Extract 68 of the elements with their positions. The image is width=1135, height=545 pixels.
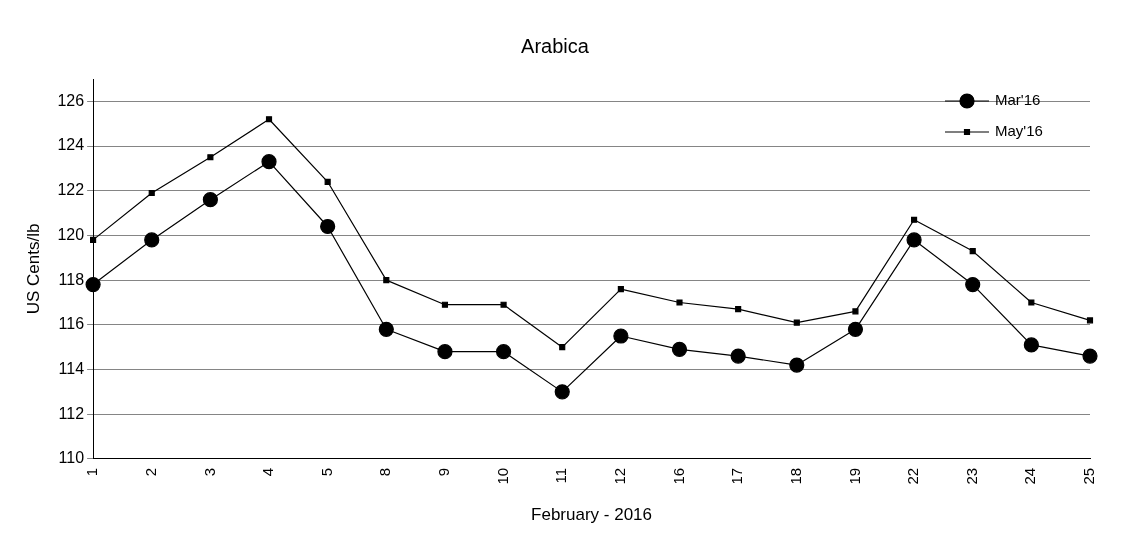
y-tick-label: 120 xyxy=(57,225,85,243)
y-tick-label: 118 xyxy=(58,270,85,288)
x-tick-label: 4 xyxy=(259,467,277,477)
point xyxy=(437,344,453,360)
point xyxy=(617,286,624,293)
x-tick-label: 11 xyxy=(552,467,570,484)
point xyxy=(148,189,155,197)
point xyxy=(789,357,805,373)
point xyxy=(613,328,629,344)
x-tick-label: 18 xyxy=(786,467,804,485)
x-tick-label: 8 xyxy=(376,467,394,477)
x-tick-label: 25 xyxy=(1080,467,1098,485)
point xyxy=(559,344,566,351)
x-tick-label: 19 xyxy=(845,467,863,485)
point xyxy=(1028,299,1035,306)
point xyxy=(1086,317,1094,324)
x-tick-label: 23 xyxy=(962,467,980,485)
y-tick-label: 110 xyxy=(58,449,85,467)
y-tick-label: 126 xyxy=(57,91,85,109)
x-tick-label: 10 xyxy=(493,467,511,485)
x-tick-label: 2 xyxy=(141,467,159,477)
y-tick-label: 116 xyxy=(58,315,85,333)
point xyxy=(965,277,981,293)
point xyxy=(847,321,864,337)
point xyxy=(500,301,507,308)
point xyxy=(911,216,918,223)
point xyxy=(90,236,97,243)
y-tick-label: 112 xyxy=(58,404,85,422)
x-tick-label: 5 xyxy=(317,467,335,477)
legend-label: May'16 xyxy=(995,122,1043,140)
point xyxy=(730,348,746,364)
point xyxy=(320,218,336,235)
point xyxy=(554,384,570,400)
legend-label: Mar'16 xyxy=(995,91,1041,109)
point xyxy=(906,232,922,248)
point xyxy=(207,154,214,161)
x-tick-label: 3 xyxy=(200,467,218,477)
x-tick-label: 9 xyxy=(435,467,453,477)
x-tick-label: 1 xyxy=(83,467,101,477)
y-tick-label: 114 xyxy=(58,359,85,377)
point xyxy=(852,308,859,315)
point xyxy=(1082,348,1098,364)
point xyxy=(324,178,331,185)
point xyxy=(793,319,800,326)
point xyxy=(441,301,449,308)
point xyxy=(383,277,390,284)
chart-title: Arabica xyxy=(521,34,590,57)
point xyxy=(495,344,512,360)
point xyxy=(265,116,273,123)
point xyxy=(969,248,976,255)
point xyxy=(202,192,218,208)
y-axis-title: US Cents/lb xyxy=(23,223,43,315)
point xyxy=(1023,337,1039,353)
point xyxy=(144,232,160,248)
point xyxy=(261,154,277,170)
y-tick-label: 124 xyxy=(57,136,85,154)
x-tick-label: 16 xyxy=(669,467,687,485)
point xyxy=(85,277,101,293)
x-tick-label: 24 xyxy=(1021,467,1039,485)
point xyxy=(671,341,688,358)
x-tick-label: 22 xyxy=(904,467,922,485)
point xyxy=(378,321,394,337)
y-tick-label: 122 xyxy=(57,181,85,199)
x-tick-label: 12 xyxy=(611,467,629,485)
x-axis-title: February - 2016 xyxy=(531,505,653,525)
point xyxy=(676,299,683,306)
point xyxy=(735,306,742,313)
x-tick-label: 17 xyxy=(728,467,746,485)
